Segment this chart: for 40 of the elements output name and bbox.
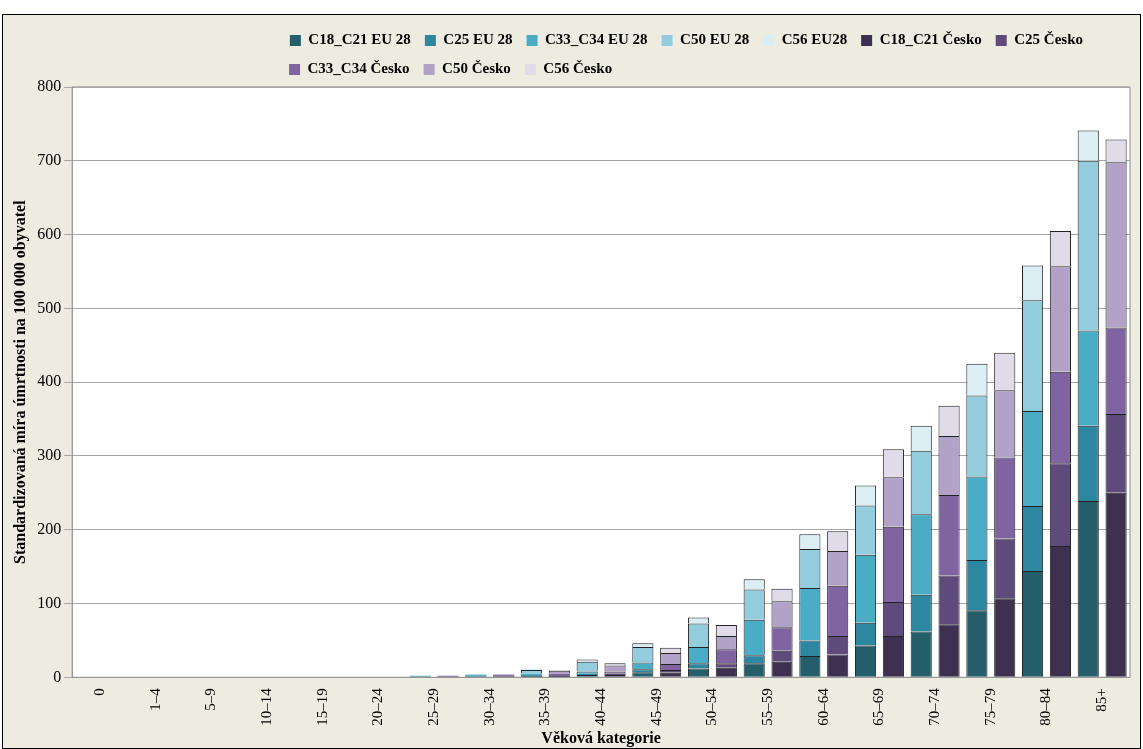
y-tick-label: 200 — [37, 519, 62, 537]
legend-label: C33_C34 Česko — [307, 60, 410, 77]
x-tick-label: 75–79 — [981, 688, 998, 726]
legend-label: C33_C34 EU 28 — [545, 31, 648, 48]
y-tick-label: 500 — [37, 298, 62, 316]
x-tick-label: 45–49 — [647, 688, 664, 726]
x-tick-label: 60–64 — [814, 687, 831, 726]
legend-label: C56 Česko — [543, 60, 613, 77]
y-axis-title: Standardizovaná míra úmrtnosti na 100 000 obyvatel — [10, 199, 29, 564]
legend-label: C18_C21 Česko — [879, 31, 982, 48]
x-tick-label: 40–44 — [592, 687, 609, 726]
x-tick-label: 20–24 — [369, 687, 386, 726]
legend-label: C50 EU 28 — [680, 31, 750, 48]
x-tick-label: 30–34 — [480, 687, 497, 726]
legend-label: C18_C21 EU 28 — [308, 31, 411, 48]
legend-label: C50 Česko — [442, 60, 511, 77]
y-tick-label: 800 — [37, 77, 62, 95]
x-tick-label: 35–39 — [536, 688, 553, 726]
x-tick-label: 50–54 — [703, 687, 720, 726]
x-tick-label: 25–29 — [425, 688, 442, 726]
x-tick-label: 10–14 — [258, 687, 274, 726]
x-tick-label: 1–4 — [146, 687, 163, 711]
x-tick-label: 80–84 — [1037, 687, 1054, 726]
legend-label: C25 Česko — [1014, 31, 1083, 48]
legend-label: C25 EU 28 — [443, 31, 513, 48]
y-tick-label: 300 — [37, 446, 62, 464]
y-tick-label: 0 — [53, 667, 62, 685]
x-tick-label: 70–74 — [926, 687, 943, 726]
x-tick-label: 65–69 — [870, 688, 887, 726]
y-tick-label: 100 — [37, 593, 62, 611]
y-tick-label: 700 — [37, 150, 62, 168]
x-tick-label: 5–9 — [202, 688, 219, 711]
y-tick-label: 600 — [37, 224, 62, 242]
legend-label: C56 EU28 — [781, 31, 848, 48]
x-tick-label: 0 — [90, 688, 107, 696]
x-tick-label: 85+ — [1093, 688, 1110, 712]
x-tick-label: 15–19 — [313, 688, 330, 726]
x-axis-title: Věková kategorie — [541, 728, 661, 747]
x-tick-label: 55–59 — [759, 688, 776, 726]
y-tick-label: 400 — [37, 372, 62, 390]
